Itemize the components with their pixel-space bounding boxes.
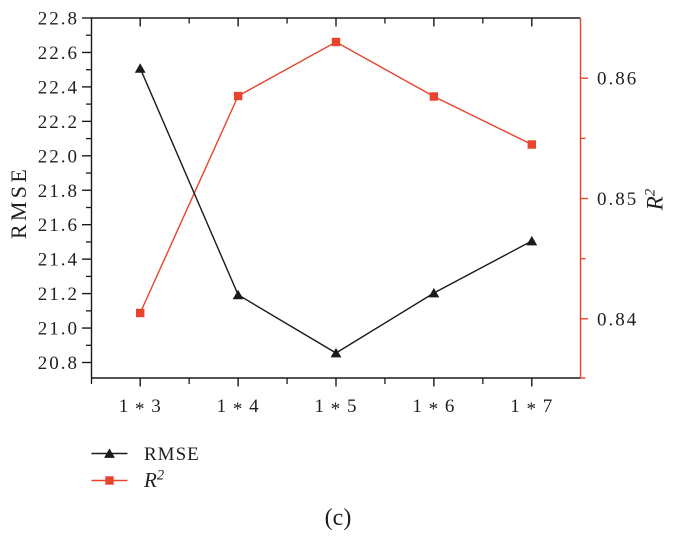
svg-text:(c): (c) — [325, 505, 352, 531]
svg-text:R2: R2 — [643, 188, 668, 211]
svg-text:RMSE: RMSE — [6, 166, 31, 239]
svg-text:0.84: 0.84 — [597, 309, 638, 330]
svg-text:R2: R2 — [143, 468, 164, 493]
svg-text:1 * 7: 1 * 7 — [510, 396, 553, 420]
svg-text:21.0: 21.0 — [38, 319, 79, 340]
svg-text:1 * 5: 1 * 5 — [315, 396, 358, 420]
svg-text:22.0: 22.0 — [38, 146, 79, 167]
svg-text:21.6: 21.6 — [38, 215, 79, 236]
svg-text:0.86: 0.86 — [597, 69, 638, 90]
svg-text:21.2: 21.2 — [38, 284, 79, 305]
svg-text:22.6: 22.6 — [38, 43, 79, 64]
svg-text:0.85: 0.85 — [597, 189, 638, 210]
svg-text:21.4: 21.4 — [38, 250, 79, 271]
svg-text:22.4: 22.4 — [38, 77, 79, 98]
svg-text:20.8: 20.8 — [38, 353, 79, 374]
svg-text:21.8: 21.8 — [38, 181, 79, 202]
svg-text:1 * 3: 1 * 3 — [119, 396, 162, 420]
svg-text:1 * 4: 1 * 4 — [217, 396, 260, 420]
svg-text:22.2: 22.2 — [38, 112, 79, 133]
svg-text:RMSE: RMSE — [144, 444, 200, 465]
svg-text:1 * 6: 1 * 6 — [412, 396, 455, 420]
svg-text:22.8: 22.8 — [38, 9, 79, 30]
